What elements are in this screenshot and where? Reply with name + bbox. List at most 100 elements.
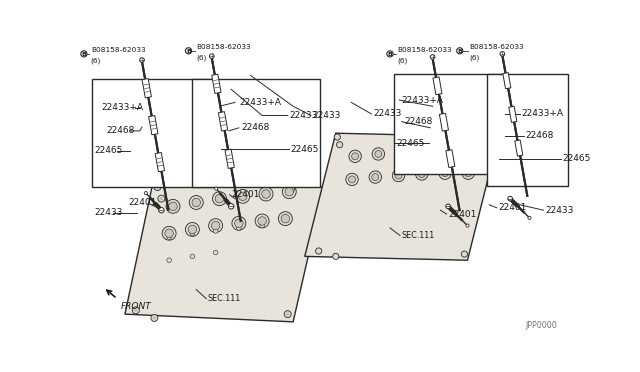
Text: 22433: 22433	[545, 206, 573, 215]
Polygon shape	[446, 150, 455, 167]
Text: (6): (6)	[91, 58, 101, 64]
Circle shape	[375, 151, 382, 157]
Circle shape	[461, 251, 467, 257]
Circle shape	[192, 198, 200, 207]
Text: B: B	[388, 52, 392, 57]
Circle shape	[351, 153, 358, 160]
Text: 22468: 22468	[241, 123, 269, 132]
Polygon shape	[125, 179, 324, 322]
Text: 22433+A: 22433+A	[522, 109, 564, 118]
Circle shape	[286, 312, 289, 316]
Circle shape	[236, 189, 250, 203]
Circle shape	[419, 145, 431, 157]
Circle shape	[132, 307, 140, 314]
Circle shape	[211, 221, 220, 230]
Text: (6): (6)	[397, 58, 408, 64]
Circle shape	[446, 204, 451, 209]
Circle shape	[258, 217, 266, 225]
Circle shape	[262, 190, 270, 198]
Circle shape	[285, 187, 294, 196]
Circle shape	[190, 231, 195, 235]
Circle shape	[189, 196, 204, 209]
Text: 22465: 22465	[291, 145, 319, 154]
Circle shape	[144, 192, 147, 195]
Text: 22433: 22433	[94, 208, 122, 217]
Circle shape	[186, 48, 191, 54]
Text: B08158-62033: B08158-62033	[91, 47, 145, 53]
Circle shape	[209, 54, 214, 58]
Circle shape	[156, 186, 159, 189]
Bar	[487, 74, 568, 186]
Circle shape	[232, 217, 246, 230]
Circle shape	[228, 203, 234, 209]
Circle shape	[421, 147, 428, 154]
Circle shape	[334, 134, 340, 140]
Polygon shape	[503, 73, 511, 89]
Circle shape	[349, 176, 355, 183]
Polygon shape	[515, 140, 523, 156]
Circle shape	[430, 55, 435, 59]
Circle shape	[462, 167, 474, 179]
Circle shape	[372, 148, 385, 160]
Circle shape	[439, 167, 451, 179]
Polygon shape	[440, 113, 449, 131]
Text: (6): (6)	[469, 55, 479, 61]
Circle shape	[419, 170, 425, 177]
Circle shape	[466, 224, 469, 227]
Text: FRONT: FRONT	[120, 302, 151, 311]
Circle shape	[186, 222, 199, 236]
Circle shape	[214, 187, 218, 190]
Text: B: B	[186, 48, 191, 54]
Text: 22468: 22468	[106, 126, 135, 135]
Polygon shape	[155, 153, 164, 172]
Circle shape	[188, 225, 196, 234]
Circle shape	[284, 311, 291, 318]
Circle shape	[282, 185, 296, 199]
Text: 22401: 22401	[448, 209, 477, 218]
Text: 22401: 22401	[499, 203, 527, 212]
Polygon shape	[225, 149, 234, 169]
Circle shape	[392, 169, 404, 182]
Circle shape	[465, 170, 472, 177]
Circle shape	[158, 195, 165, 202]
Circle shape	[237, 225, 241, 230]
Text: B08158-62033: B08158-62033	[469, 44, 524, 50]
Text: 22433+A: 22433+A	[239, 98, 281, 107]
Circle shape	[333, 253, 339, 260]
Circle shape	[162, 226, 176, 240]
Circle shape	[159, 208, 164, 213]
Text: SEC.111: SEC.111	[402, 231, 435, 240]
Text: 22401: 22401	[128, 198, 156, 207]
Circle shape	[212, 192, 227, 206]
Polygon shape	[218, 112, 228, 131]
Text: SEC.111: SEC.111	[208, 294, 241, 303]
Text: JPP0000: JPP0000	[525, 321, 557, 330]
Circle shape	[281, 214, 290, 223]
Circle shape	[278, 212, 292, 225]
Circle shape	[153, 317, 156, 320]
Circle shape	[442, 170, 449, 177]
Bar	[193, 79, 320, 187]
Circle shape	[395, 172, 402, 179]
Circle shape	[260, 223, 264, 228]
Bar	[92, 79, 216, 187]
Circle shape	[349, 150, 362, 163]
Circle shape	[140, 58, 145, 62]
Text: B: B	[458, 48, 462, 54]
Text: 22465: 22465	[396, 139, 424, 148]
Circle shape	[165, 229, 173, 238]
Text: 22433: 22433	[373, 109, 401, 118]
Text: 22465: 22465	[94, 147, 122, 155]
Circle shape	[528, 217, 531, 219]
Text: 22433: 22433	[312, 111, 341, 120]
Circle shape	[465, 138, 470, 144]
Circle shape	[457, 48, 463, 54]
Polygon shape	[212, 74, 221, 93]
Circle shape	[465, 144, 477, 156]
Text: 22433: 22433	[289, 111, 317, 120]
Text: B: B	[81, 52, 86, 57]
Text: B08158-62033: B08158-62033	[397, 47, 452, 53]
Circle shape	[316, 248, 322, 254]
Polygon shape	[142, 78, 152, 98]
Text: 22468: 22468	[404, 117, 433, 126]
